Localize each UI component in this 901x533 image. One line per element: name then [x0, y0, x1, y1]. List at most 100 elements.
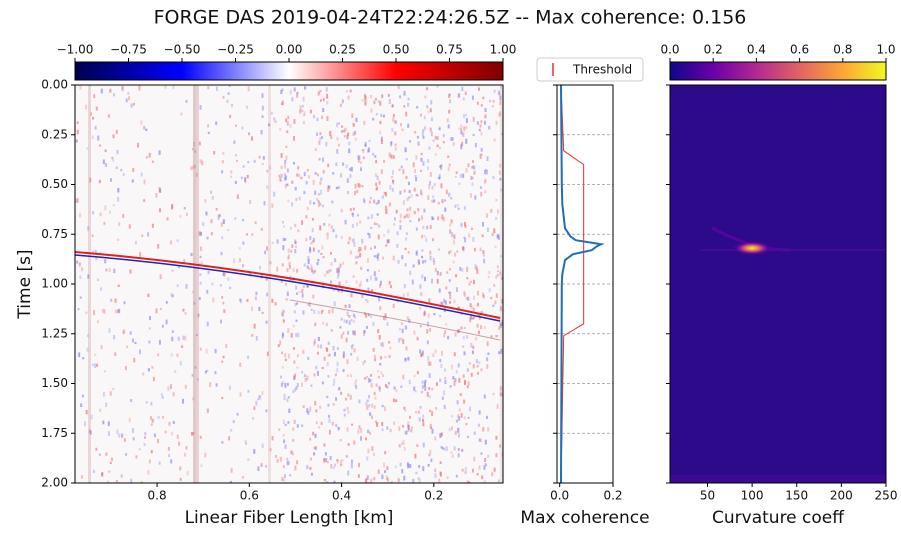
noise	[430, 278, 433, 284]
noise	[281, 477, 284, 481]
noise	[384, 383, 387, 388]
noise	[75, 139, 78, 143]
noise	[129, 331, 132, 335]
noise	[221, 236, 224, 240]
noise	[309, 457, 312, 461]
noise	[108, 328, 111, 333]
noise	[79, 296, 82, 299]
noise	[207, 124, 210, 128]
noise	[140, 120, 143, 125]
noise	[179, 215, 182, 218]
noise	[75, 139, 78, 143]
noise	[364, 141, 367, 147]
noise	[329, 130, 332, 136]
noise	[353, 348, 356, 353]
noise	[352, 330, 355, 335]
noise	[469, 317, 472, 323]
noise	[104, 163, 107, 168]
noise	[458, 433, 461, 438]
noise	[419, 405, 422, 409]
noise	[472, 116, 475, 122]
noise	[400, 337, 403, 341]
noise	[199, 105, 202, 110]
noise	[171, 431, 174, 436]
noise	[151, 418, 154, 423]
noise	[392, 155, 395, 159]
noise	[409, 415, 412, 419]
noise	[377, 255, 380, 261]
noise	[306, 465, 309, 470]
noise	[439, 165, 442, 168]
noise	[171, 204, 174, 210]
noise	[406, 208, 409, 212]
noise	[350, 345, 353, 350]
noise	[366, 399, 369, 403]
noise	[388, 280, 391, 285]
noise	[429, 361, 432, 366]
noise	[483, 120, 486, 125]
noise	[158, 339, 161, 345]
noise	[350, 459, 353, 464]
noise	[222, 355, 225, 359]
noise	[387, 381, 390, 385]
noise	[407, 424, 410, 428]
noise	[480, 311, 483, 314]
noise	[458, 93, 461, 97]
noise	[296, 366, 299, 369]
noise	[325, 322, 328, 327]
noise	[118, 433, 121, 438]
noise	[296, 269, 299, 273]
noise	[307, 259, 310, 265]
noise	[421, 260, 424, 264]
noise	[222, 271, 225, 276]
noise	[444, 300, 447, 305]
noise	[306, 169, 309, 172]
noise	[336, 137, 339, 141]
noise	[457, 453, 460, 458]
noise	[480, 104, 483, 107]
noise	[352, 123, 355, 127]
noise	[408, 213, 411, 219]
noise	[372, 347, 375, 352]
noise	[419, 325, 422, 328]
noise	[302, 121, 305, 125]
noise	[95, 257, 98, 261]
noise	[279, 176, 282, 181]
noise	[417, 410, 420, 414]
noise	[486, 341, 489, 347]
noise	[493, 138, 496, 142]
noise	[350, 463, 353, 469]
noise	[325, 87, 328, 92]
y-tick-label: 1.75	[41, 426, 68, 440]
noise	[310, 267, 313, 273]
noise	[429, 409, 432, 412]
noise	[230, 428, 233, 432]
noise	[494, 245, 497, 248]
noise	[328, 223, 331, 227]
noise	[409, 220, 412, 223]
panel-curvature: 0.0 0.2 0.4 0.6 0.8 1.050 100 150 200 250Curvatur…	[660, 43, 897, 529]
noise	[344, 397, 347, 401]
noise	[122, 330, 125, 335]
noise	[414, 453, 417, 459]
noise	[87, 274, 90, 279]
noise	[313, 373, 316, 377]
noise	[282, 309, 285, 313]
bottom-band	[670, 475, 886, 483]
noise	[449, 229, 452, 234]
noise	[436, 136, 439, 140]
noise	[221, 360, 224, 363]
noise	[346, 135, 349, 140]
noise	[283, 474, 286, 479]
noise	[490, 296, 493, 300]
noise	[367, 313, 370, 317]
noise	[366, 149, 369, 153]
noise	[145, 128, 148, 132]
noise	[465, 138, 468, 144]
noise	[354, 315, 357, 319]
noise	[465, 118, 468, 123]
noise	[431, 387, 434, 391]
noise	[358, 155, 361, 161]
noise	[456, 204, 459, 207]
noise	[184, 335, 187, 341]
